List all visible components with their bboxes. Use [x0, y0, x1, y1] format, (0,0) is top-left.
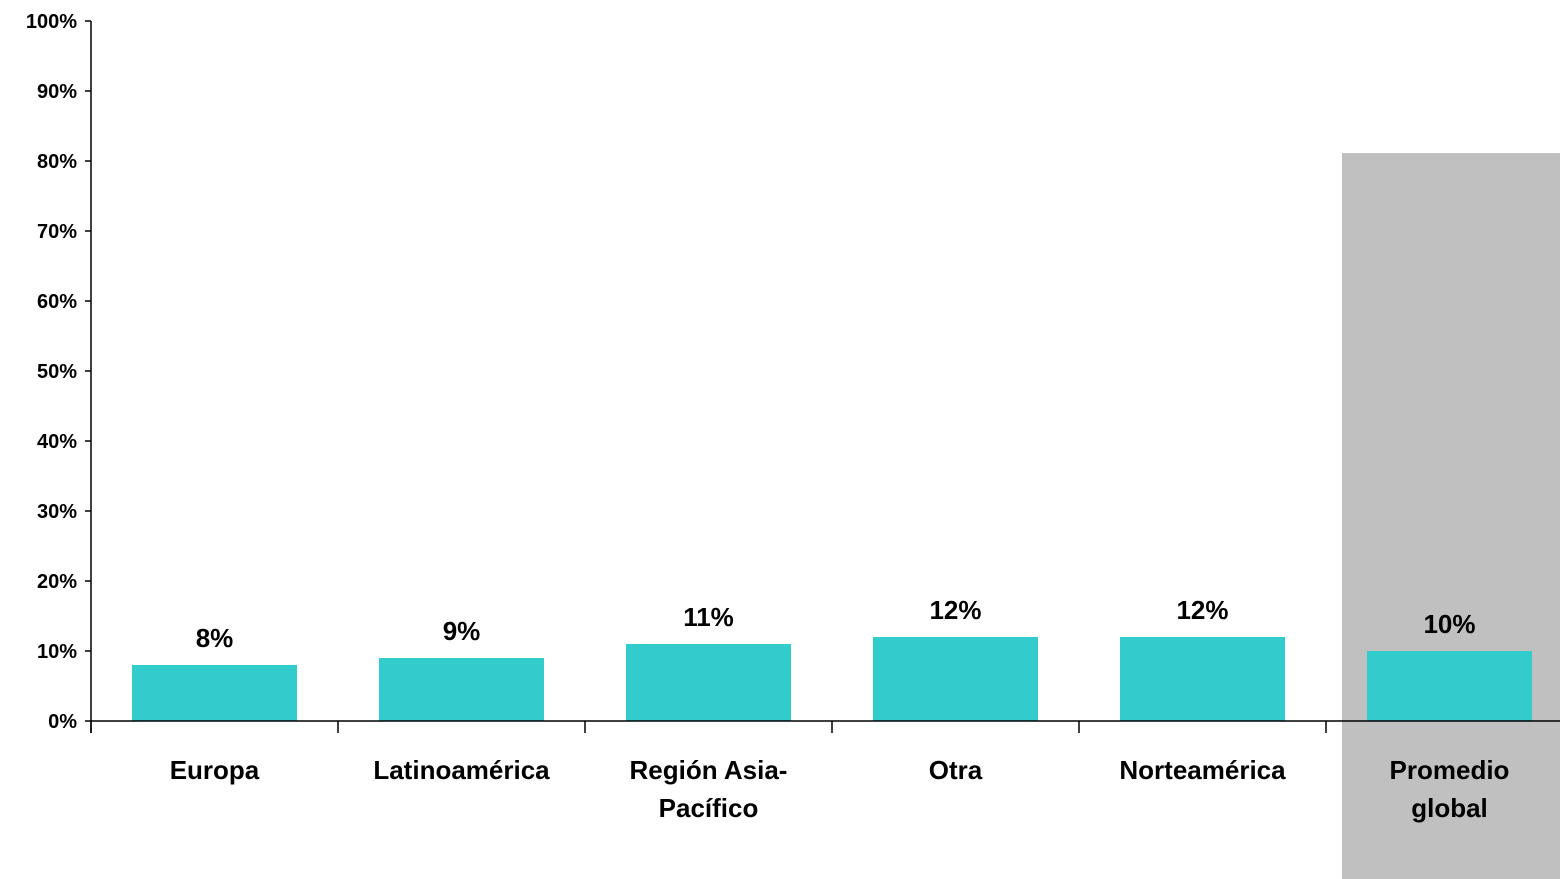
category-label-2: Región Asia-Pacífico	[630, 755, 788, 823]
y-tick-label-3: 30%	[37, 501, 77, 523]
bar-2	[626, 644, 791, 721]
highlight-band-5	[1342, 153, 1560, 879]
data-label-5: 10%	[1423, 609, 1475, 639]
y-tick-label-8: 80%	[37, 151, 77, 173]
y-tick-label-9: 90%	[37, 81, 77, 103]
y-tick-label-5: 50%	[37, 361, 77, 383]
data-label-3: 12%	[929, 595, 981, 625]
category-label-5: Promedio global	[1390, 755, 1510, 823]
data-label-1: 9%	[443, 616, 481, 646]
category-label-4: Norteamérica	[1119, 755, 1286, 785]
y-tick-label-4: 40%	[37, 431, 77, 453]
bar-4	[1120, 637, 1285, 721]
data-label-0: 8%	[196, 623, 234, 653]
y-tick-label-6: 60%	[37, 291, 77, 313]
data-label-2: 11%	[683, 602, 734, 632]
bar-0	[132, 665, 297, 721]
bar-3	[873, 637, 1038, 721]
category-label-3: Otra	[929, 755, 983, 785]
bar-5	[1367, 651, 1532, 721]
y-tick-label-0: 0%	[48, 711, 77, 733]
data-label-4: 12%	[1176, 595, 1228, 625]
y-tick-label-2: 20%	[37, 571, 77, 593]
category-label-1: Latinoamérica	[373, 755, 550, 785]
bar-1	[379, 658, 544, 721]
y-tick-label-1: 10%	[37, 641, 77, 663]
category-label-0: Europa	[170, 755, 260, 785]
y-tick-label-10: 100%	[26, 11, 77, 33]
y-tick-label-7: 70%	[37, 221, 77, 243]
